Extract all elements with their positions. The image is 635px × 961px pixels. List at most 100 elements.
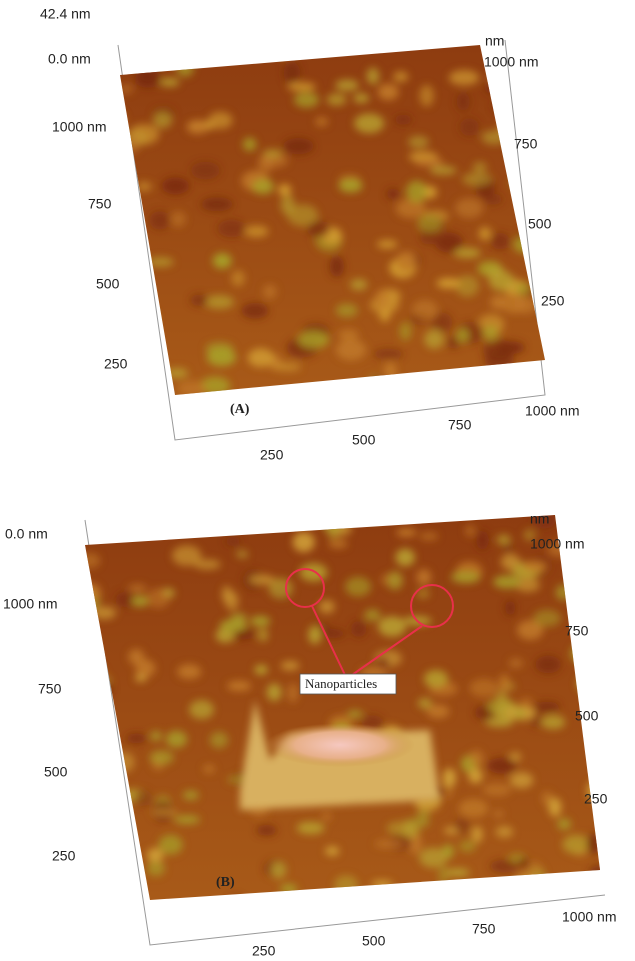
texture-blob	[88, 740, 103, 751]
texture-blob	[366, 67, 380, 85]
bottom-tick: 1000 nm	[525, 403, 579, 419]
texture-blob	[307, 45, 323, 46]
texture-blob	[123, 520, 151, 528]
texture-blob	[204, 294, 235, 309]
texture-blob	[165, 368, 189, 379]
texture-blob	[242, 137, 257, 152]
texture-blob	[464, 524, 476, 537]
texture-blob	[376, 239, 398, 249]
texture-blob	[293, 91, 320, 108]
texture-blob	[469, 749, 484, 768]
texture-blob	[394, 114, 412, 125]
texture-blob	[476, 530, 489, 551]
texture-blob	[146, 848, 164, 863]
texture-blob	[588, 580, 600, 600]
right-unit: nm	[530, 511, 549, 527]
texture-blob	[386, 821, 417, 835]
texture-blob	[190, 161, 221, 180]
texture-blob	[570, 643, 600, 664]
texture-blob	[134, 790, 152, 806]
texture-blob	[203, 764, 215, 774]
texture-blob	[328, 539, 348, 549]
texture-blob	[387, 571, 403, 590]
texture-blob	[213, 515, 240, 524]
right-tick: 1000 nm	[530, 536, 584, 552]
texture-blob	[508, 658, 523, 668]
texture-blob	[513, 236, 532, 254]
texture-blob	[354, 113, 385, 134]
texture-blob	[458, 798, 489, 818]
texture-blob	[287, 204, 319, 227]
texture-blob	[92, 606, 117, 620]
texture-blob	[120, 45, 126, 66]
texture-blob	[472, 161, 487, 173]
texture-blob	[228, 895, 244, 900]
texture-blob	[456, 328, 470, 343]
highlight-circle	[410, 584, 454, 628]
texture-blob	[280, 194, 295, 215]
panel-b: 0.0 nm 1000 nm 750 500 250 nm 1000 nm 75…	[3, 511, 616, 959]
texture-blob	[208, 111, 233, 129]
left-tick: 500	[44, 764, 68, 780]
texture-blob	[438, 865, 449, 885]
texture-blob	[515, 577, 540, 593]
texture-blob	[419, 532, 439, 541]
right-tick: 500	[528, 216, 552, 232]
texture-blob	[450, 570, 481, 584]
texture-blob	[335, 303, 358, 318]
texture-blob	[533, 609, 561, 627]
texture-blob	[186, 45, 208, 59]
texture-blob	[350, 278, 368, 291]
texture-blob	[468, 768, 483, 784]
texture-blob	[85, 552, 101, 569]
texture-blob	[287, 82, 317, 92]
texture-blob	[495, 690, 508, 706]
texture-blob	[502, 543, 514, 553]
texture-blob	[371, 880, 393, 889]
left-tick: 750	[38, 681, 62, 697]
texture-blob	[186, 119, 208, 135]
texture-blob	[490, 295, 507, 310]
texture-blob	[453, 247, 481, 259]
texture-blob	[345, 576, 372, 597]
highlight-circle	[285, 568, 325, 608]
texture-blob	[98, 857, 126, 872]
texture-blob	[588, 635, 600, 650]
panel-label: (A)	[230, 402, 250, 417]
texture-blob	[189, 700, 214, 720]
texture-blob	[176, 380, 207, 395]
texture-blob	[335, 339, 367, 361]
texture-blob	[158, 834, 183, 855]
texture-blob	[597, 582, 600, 597]
texture-blob	[492, 98, 515, 113]
texture-blob	[522, 560, 548, 573]
texture-blob	[483, 193, 503, 205]
texture-blob	[131, 595, 149, 607]
texture-blob	[445, 868, 470, 877]
texture-blob	[150, 731, 162, 742]
texture-blob	[417, 698, 433, 709]
texture-blob	[395, 198, 427, 219]
texture-blob	[224, 536, 241, 547]
texture-blob	[350, 620, 367, 638]
texture-blob	[386, 188, 400, 200]
texture-blob	[280, 883, 298, 894]
texture-blob	[572, 602, 592, 611]
texture-blob	[366, 376, 394, 395]
texture-blob	[120, 233, 123, 250]
texture-blob	[500, 293, 527, 314]
texture-blob	[493, 809, 504, 819]
texture-blob	[535, 107, 545, 119]
texture-blob	[299, 563, 328, 582]
texture-blob	[419, 84, 434, 107]
left-tick: 1000 nm	[3, 596, 57, 612]
texture-blob	[395, 548, 416, 567]
texture-blob	[326, 93, 347, 106]
texture-blob	[541, 715, 566, 730]
texture-blob	[120, 307, 147, 327]
texture-blob	[510, 176, 537, 189]
texture-blob	[516, 874, 535, 884]
texture-blob	[434, 232, 463, 253]
texture-blob	[182, 790, 199, 801]
